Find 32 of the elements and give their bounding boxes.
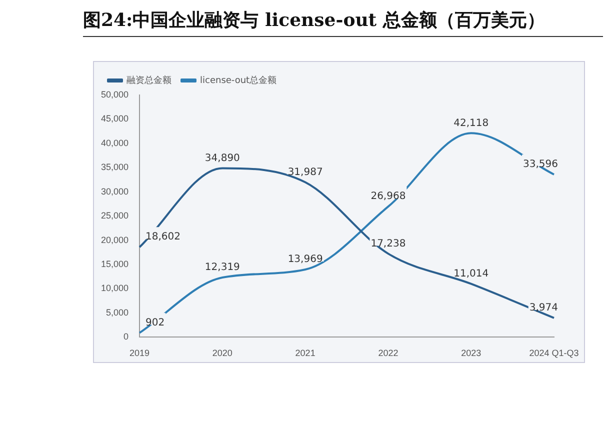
y-tick-label: 5,000 xyxy=(106,307,129,318)
data-label: 17,238 xyxy=(370,238,406,250)
legend-label: license-out总金额 xyxy=(200,74,277,86)
data-label: 13,969 xyxy=(288,254,323,266)
x-tick-label: 2024 Q1-Q3 xyxy=(529,348,579,358)
y-tick-label: 25,000 xyxy=(100,210,129,221)
data-label: 26,968 xyxy=(370,191,406,202)
x-tick-label: 2019 xyxy=(130,348,150,358)
y-tick-label: 20,000 xyxy=(100,234,129,245)
y-tick-label: 50,000 xyxy=(100,89,129,100)
data-label: 34,890 xyxy=(204,152,240,164)
data-label: 902 xyxy=(146,317,165,328)
data-label: 42,118 xyxy=(454,118,489,129)
data-label: 3,974 xyxy=(529,302,558,314)
data-label: 31,987 xyxy=(288,166,323,178)
y-tick-label: 35,000 xyxy=(100,162,129,172)
y-tick-label: 30,000 xyxy=(100,186,129,196)
y-tick-label: 45,000 xyxy=(100,114,129,124)
y-tick-label: 40,000 xyxy=(100,138,129,148)
legend-label: 融资总金额 xyxy=(126,74,172,86)
y-tick-label: 0 xyxy=(124,332,129,342)
data-label: 11,014 xyxy=(454,268,489,280)
x-tick-label: 2023 xyxy=(461,348,482,358)
x-tick-label: 2022 xyxy=(378,348,398,358)
x-tick-label: 2021 xyxy=(295,348,316,358)
chart-title: 图24:中国企业融资与 license-out 总金额（百万美元） xyxy=(83,8,603,37)
data-label: 33,596 xyxy=(523,159,558,170)
y-tick-label: 15,000 xyxy=(100,259,129,270)
x-tick-label: 2020 xyxy=(212,348,232,358)
data-label: 18,602 xyxy=(146,232,181,243)
data-label: 12,319 xyxy=(204,262,240,274)
y-tick-label: 10,000 xyxy=(100,283,129,294)
